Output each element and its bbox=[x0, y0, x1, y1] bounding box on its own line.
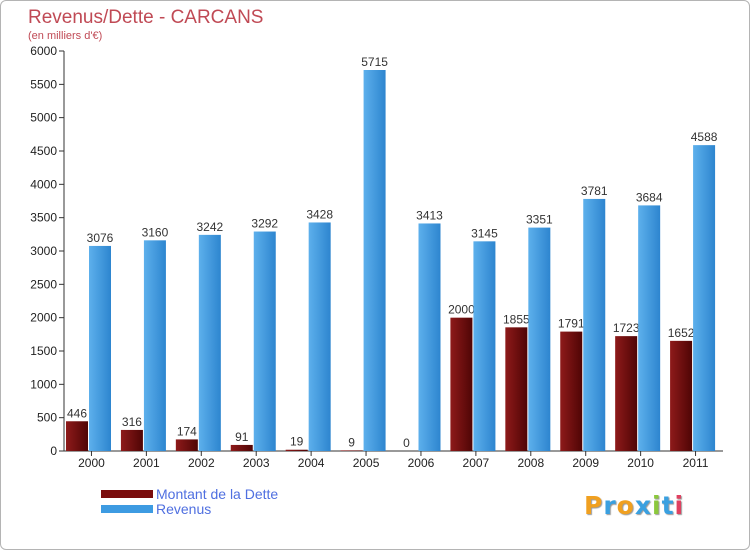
chart-subtitle: (en milliers d'€) bbox=[28, 30, 103, 42]
data-label-revenus: 3413 bbox=[416, 208, 443, 222]
data-label-revenus: 3781 bbox=[581, 184, 608, 198]
x-tick-label: 2001 bbox=[133, 456, 160, 470]
bar-revenus bbox=[418, 223, 441, 451]
legend-label-revenus: Revenus bbox=[156, 501, 212, 517]
bar-revenus bbox=[473, 241, 496, 451]
data-label-revenus: 3145 bbox=[471, 226, 498, 240]
logo-letter: x bbox=[634, 491, 652, 520]
bar-dette bbox=[670, 340, 693, 451]
y-tick-label: 3500 bbox=[30, 211, 57, 225]
data-label-dette: 0 bbox=[403, 436, 410, 450]
bar-dette bbox=[175, 439, 198, 451]
data-label-revenus: 3351 bbox=[526, 213, 553, 227]
bar-revenus bbox=[583, 198, 606, 451]
bar-dette bbox=[120, 429, 143, 451]
legend-label-dette: Montant de la Dette bbox=[156, 486, 279, 502]
proxiti-logo: Proxiti bbox=[584, 491, 684, 520]
x-tick-label: 2007 bbox=[463, 456, 490, 470]
bar-revenus bbox=[638, 205, 661, 451]
bar-dette bbox=[285, 449, 308, 451]
legend-swatch-revenus bbox=[101, 505, 153, 513]
bar-dette bbox=[66, 421, 88, 451]
data-label-revenus: 4588 bbox=[691, 130, 718, 144]
x-tick-label: 2000 bbox=[78, 456, 105, 470]
y-tick-label: 1500 bbox=[30, 344, 57, 358]
data-label-revenus: 3428 bbox=[306, 207, 333, 221]
data-label-revenus: 3076 bbox=[87, 231, 114, 245]
data-label-revenus: 3292 bbox=[251, 217, 278, 231]
x-tick-label: 2009 bbox=[572, 456, 599, 470]
bar-revenus bbox=[693, 145, 716, 451]
bar-revenus bbox=[253, 231, 276, 451]
data-label-dette: 91 bbox=[235, 430, 249, 444]
x-tick-label: 2002 bbox=[188, 456, 215, 470]
bar-dette bbox=[450, 317, 473, 451]
y-tick-label: 5000 bbox=[30, 111, 57, 125]
x-tick-label: 2006 bbox=[408, 456, 435, 470]
data-label-dette: 316 bbox=[122, 415, 142, 429]
data-label-dette: 1855 bbox=[503, 312, 530, 326]
y-tick-label: 1000 bbox=[30, 377, 57, 391]
logo-letter: t bbox=[661, 491, 675, 520]
data-label-dette: 1652 bbox=[668, 326, 695, 340]
y-tick-label: 4000 bbox=[30, 177, 57, 191]
bar-dette bbox=[505, 327, 528, 451]
y-tick-label: 2500 bbox=[30, 277, 57, 291]
bar-dette bbox=[230, 444, 253, 451]
y-tick-label: 2000 bbox=[30, 311, 57, 325]
x-tick-label: 2011 bbox=[683, 456, 709, 470]
data-label-dette: 1723 bbox=[613, 321, 640, 335]
bar-revenus bbox=[198, 234, 221, 451]
x-tick-label: 2010 bbox=[627, 456, 654, 470]
bar-revenus bbox=[528, 227, 551, 451]
logo-letter: i bbox=[674, 491, 685, 520]
y-tick-label: 3000 bbox=[30, 244, 57, 258]
x-tick-label: 2004 bbox=[298, 456, 325, 470]
bar-dette bbox=[615, 336, 638, 451]
bar-dette bbox=[560, 331, 583, 451]
logo-letter: o bbox=[616, 491, 635, 520]
logo-letter: i bbox=[652, 491, 662, 520]
bar-dette bbox=[340, 450, 363, 451]
x-tick-label: 2005 bbox=[353, 456, 380, 470]
logo-letter: P bbox=[584, 491, 604, 520]
y-tick-label: 6000 bbox=[30, 44, 57, 58]
bar-revenus bbox=[89, 245, 111, 451]
y-tick-label: 0 bbox=[50, 444, 57, 458]
data-label-revenus: 3242 bbox=[196, 220, 223, 234]
x-tick-label: 2003 bbox=[243, 456, 270, 470]
data-label-revenus: 5715 bbox=[361, 55, 388, 69]
y-tick-label: 5500 bbox=[30, 77, 57, 91]
data-label-dette: 2000 bbox=[448, 303, 475, 317]
logo-letter: r bbox=[603, 491, 617, 520]
data-label-dette: 174 bbox=[177, 424, 197, 438]
y-tick-label: 4500 bbox=[30, 144, 57, 158]
y-tick-label: 500 bbox=[37, 411, 57, 425]
legend-swatch-dette bbox=[101, 490, 153, 498]
chart-title: Revenus/Dette - CARCANS bbox=[28, 7, 264, 28]
data-label-revenus: 3160 bbox=[142, 225, 169, 239]
data-label-dette: 1791 bbox=[558, 317, 585, 331]
data-label-dette: 9 bbox=[348, 435, 355, 449]
data-label-dette: 19 bbox=[290, 435, 304, 449]
data-label-dette: 446 bbox=[67, 406, 87, 420]
data-label-revenus: 3684 bbox=[636, 190, 663, 204]
bar-revenus bbox=[363, 70, 386, 451]
bar-revenus bbox=[143, 240, 166, 451]
x-tick-label: 2008 bbox=[517, 456, 544, 470]
bar-revenus bbox=[308, 222, 331, 451]
